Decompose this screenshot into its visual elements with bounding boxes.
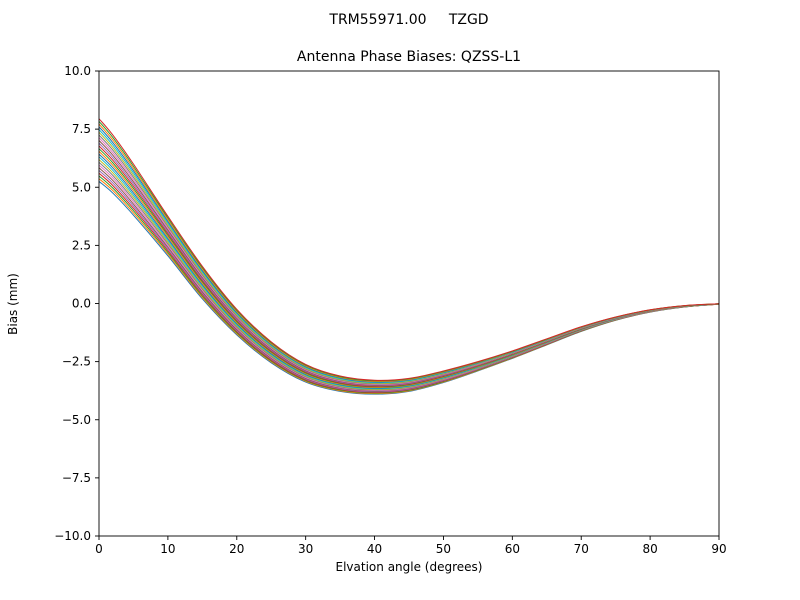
y-tick-label: 5.0: [72, 180, 91, 194]
series-line: [99, 118, 719, 381]
y-tick-label: 2.5: [72, 238, 91, 252]
y-tick-label: 10.0: [64, 64, 91, 78]
x-tick-label: 70: [574, 542, 589, 556]
y-tick-label: −7.5: [62, 471, 91, 485]
y-tick-label: −5.0: [62, 413, 91, 427]
x-tick-label: 30: [298, 542, 313, 556]
y-tick-label: 0.0: [72, 297, 91, 311]
x-tick-label: 50: [436, 542, 451, 556]
y-axis-label: Bias (mm): [6, 273, 20, 335]
x-tick-label: 60: [505, 542, 520, 556]
figure-suptitle: TRM55971.00 TZGD: [329, 12, 489, 28]
series-line: [99, 167, 719, 392]
series-line: [99, 151, 719, 389]
series-line: [99, 161, 719, 391]
x-tick-label: 80: [642, 542, 657, 556]
y-tick-label: 7.5: [72, 122, 91, 136]
series-line: [99, 156, 719, 390]
series-line: [99, 170, 719, 393]
axes-spine: [98, 70, 720, 537]
x-tick-label: 20: [229, 542, 244, 556]
x-tick-label: 10: [160, 542, 175, 556]
y-tick-label: −2.5: [62, 355, 91, 369]
x-tick-label: 0: [95, 542, 103, 556]
series-line: [99, 153, 719, 389]
chart-title: Antenna Phase Biases: QZSS-L1: [296, 49, 522, 65]
x-axis-label: Elvation angle (degrees): [335, 560, 483, 574]
series-line: [99, 148, 719, 388]
x-tick-label: 90: [711, 542, 726, 556]
series-lines: [99, 118, 719, 395]
y-tick-label: −10.0: [54, 529, 91, 543]
x-tick-label: 40: [367, 542, 382, 556]
plot-area: 0 10 20 30 40 50 60 70 80 90 10.0 7.5 5.0 2.5 0.0 −2.5 −…: [54, 64, 726, 556]
series-line: [99, 181, 719, 395]
series-line: [99, 159, 719, 390]
series-line: [99, 164, 719, 392]
